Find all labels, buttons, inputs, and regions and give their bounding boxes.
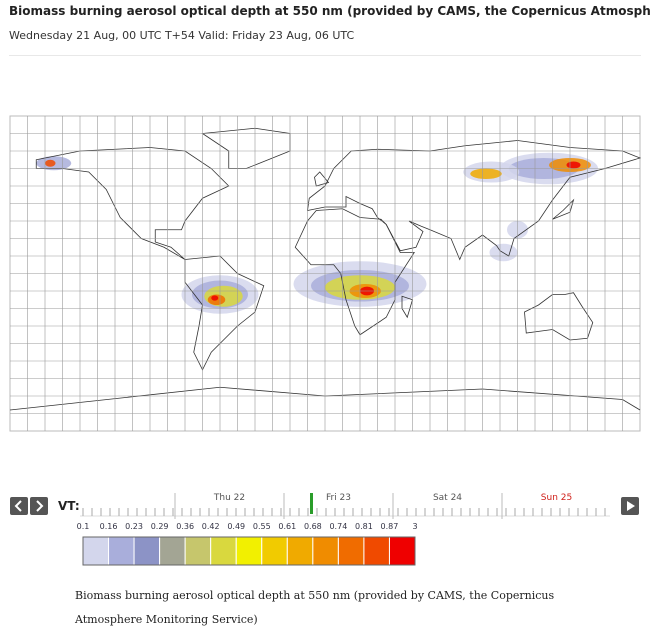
legend-swatch <box>261 536 288 566</box>
coastline <box>35 147 230 260</box>
legend-swatch <box>388 536 416 566</box>
legend-swatch <box>184 536 212 566</box>
legend-label: 0.42 <box>202 522 220 531</box>
aerosol-area <box>470 168 502 179</box>
legend-swatch <box>235 536 263 566</box>
day-label: Fri 23 <box>326 493 351 503</box>
day-label: Sat 24 <box>433 493 462 503</box>
legend-label: 3 <box>412 522 417 531</box>
next-button[interactable] <box>30 497 48 515</box>
legend-swatch <box>363 536 390 566</box>
current-time-marker <box>310 493 313 514</box>
caption: Biomass burning aerosol optical depth at… <box>75 589 555 626</box>
coastline <box>401 295 413 319</box>
legend-label: 0.55 <box>253 522 271 531</box>
legend-label: 0.87 <box>381 522 399 531</box>
legend-label: 0.61 <box>278 522 296 531</box>
title: Biomass burning aerosol optical depth at… <box>9 4 650 18</box>
legend-label: 0.1 <box>77 522 90 531</box>
legend-swatch <box>210 536 237 566</box>
aerosol-area <box>211 295 219 301</box>
legend-label: 0.29 <box>151 522 169 531</box>
legend-swatch <box>286 536 314 566</box>
day-label: Sun 25 <box>541 493 572 503</box>
play-button[interactable] <box>621 497 639 515</box>
day-label: Thu 22 <box>213 493 245 503</box>
separator <box>9 55 641 56</box>
viewer: VT: Thu 22 Fri 23 Sat 24 Sun 25 0.1 0.16 0.23 0.… <box>9 115 642 566</box>
coastline <box>307 140 642 261</box>
legend-label: 0.74 <box>329 522 347 531</box>
legend-label: 0.81 <box>355 522 373 531</box>
legend-label: 0.36 <box>176 522 194 531</box>
timeline-label: VT: <box>58 499 80 513</box>
legend-label: 0.16 <box>100 522 118 531</box>
coastline <box>314 171 330 187</box>
legend-swatch <box>337 536 365 566</box>
legend-swatch <box>312 536 339 566</box>
legend-swatch <box>159 536 186 566</box>
aerosol-area <box>45 159 56 167</box>
coastline <box>552 198 575 220</box>
legend-swatch <box>108 536 135 566</box>
subtitle: Wednesday 21 Aug, 00 UTC T+54 Valid: Fri… <box>9 29 355 42</box>
legend-label: 0.23 <box>125 522 143 531</box>
legend-swatch <box>133 536 161 566</box>
legend-label: 0.49 <box>227 522 245 531</box>
aerosol-area <box>566 161 581 169</box>
legend-swatch <box>82 536 110 566</box>
legend-label: 0.68 <box>304 522 322 531</box>
prev-button[interactable] <box>10 497 28 515</box>
legend-frame <box>82 536 416 566</box>
